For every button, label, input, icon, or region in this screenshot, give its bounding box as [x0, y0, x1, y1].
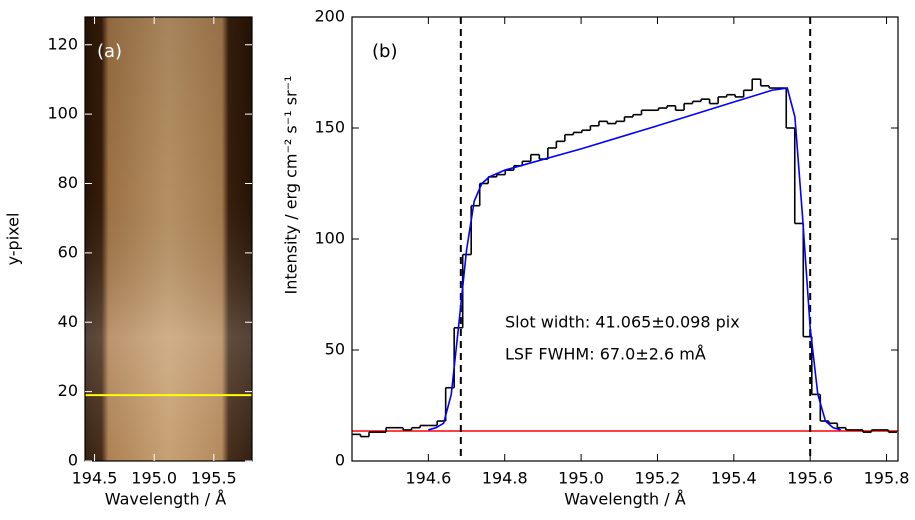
y-tick-label: 150 — [314, 118, 345, 137]
annotation: Slot width: 41.065±0.098 pix — [505, 313, 740, 332]
x-tick-label: 195.0 — [131, 469, 177, 488]
slit-image-shading — [85, 17, 252, 461]
x-tick-label: 195.2 — [635, 469, 681, 488]
y-tick-label: 80 — [58, 173, 78, 192]
y-tick-label: 20 — [58, 381, 78, 400]
y-axis-label: y-pixel — [4, 213, 23, 266]
x-tick-label: 195.8 — [864, 469, 910, 488]
y-axis-label: Intensity / erg cm⁻² s⁻¹ sr⁻¹ — [282, 76, 301, 295]
x-tick-label: 195.0 — [558, 469, 604, 488]
x-tick-label: 195.6 — [787, 469, 833, 488]
plot-frame — [84, 16, 253, 462]
x-tick-label: 194.8 — [482, 469, 528, 488]
y-tick-label: 50 — [325, 340, 345, 359]
y-tick-label: 60 — [58, 242, 78, 261]
image-panel — [85, 17, 252, 461]
x-tick-label: 194.6 — [405, 469, 451, 488]
panel-label: (a) — [97, 41, 122, 62]
y-tick-label: 40 — [58, 312, 78, 331]
panel-label: (b) — [372, 41, 397, 62]
y-tick-label: 200 — [314, 7, 345, 26]
x-axis-label: Wavelength / Å — [564, 490, 685, 509]
y-tick-label: 100 — [47, 104, 78, 123]
y-tick-label: 120 — [47, 34, 78, 53]
x-tick-label: 195.5 — [191, 469, 237, 488]
x-tick-label: 194.5 — [72, 469, 118, 488]
x-tick-label: 195.4 — [711, 469, 757, 488]
annotation: LSF FWHM: 67.0±2.6 mÅ — [505, 345, 706, 364]
y-tick-label: 0 — [335, 451, 345, 470]
fit-curve — [428, 87, 841, 431]
y-tick-label: 100 — [314, 229, 345, 248]
y-tick-label: 0 — [68, 451, 78, 470]
x-axis-label: Wavelength / Å — [105, 490, 226, 509]
